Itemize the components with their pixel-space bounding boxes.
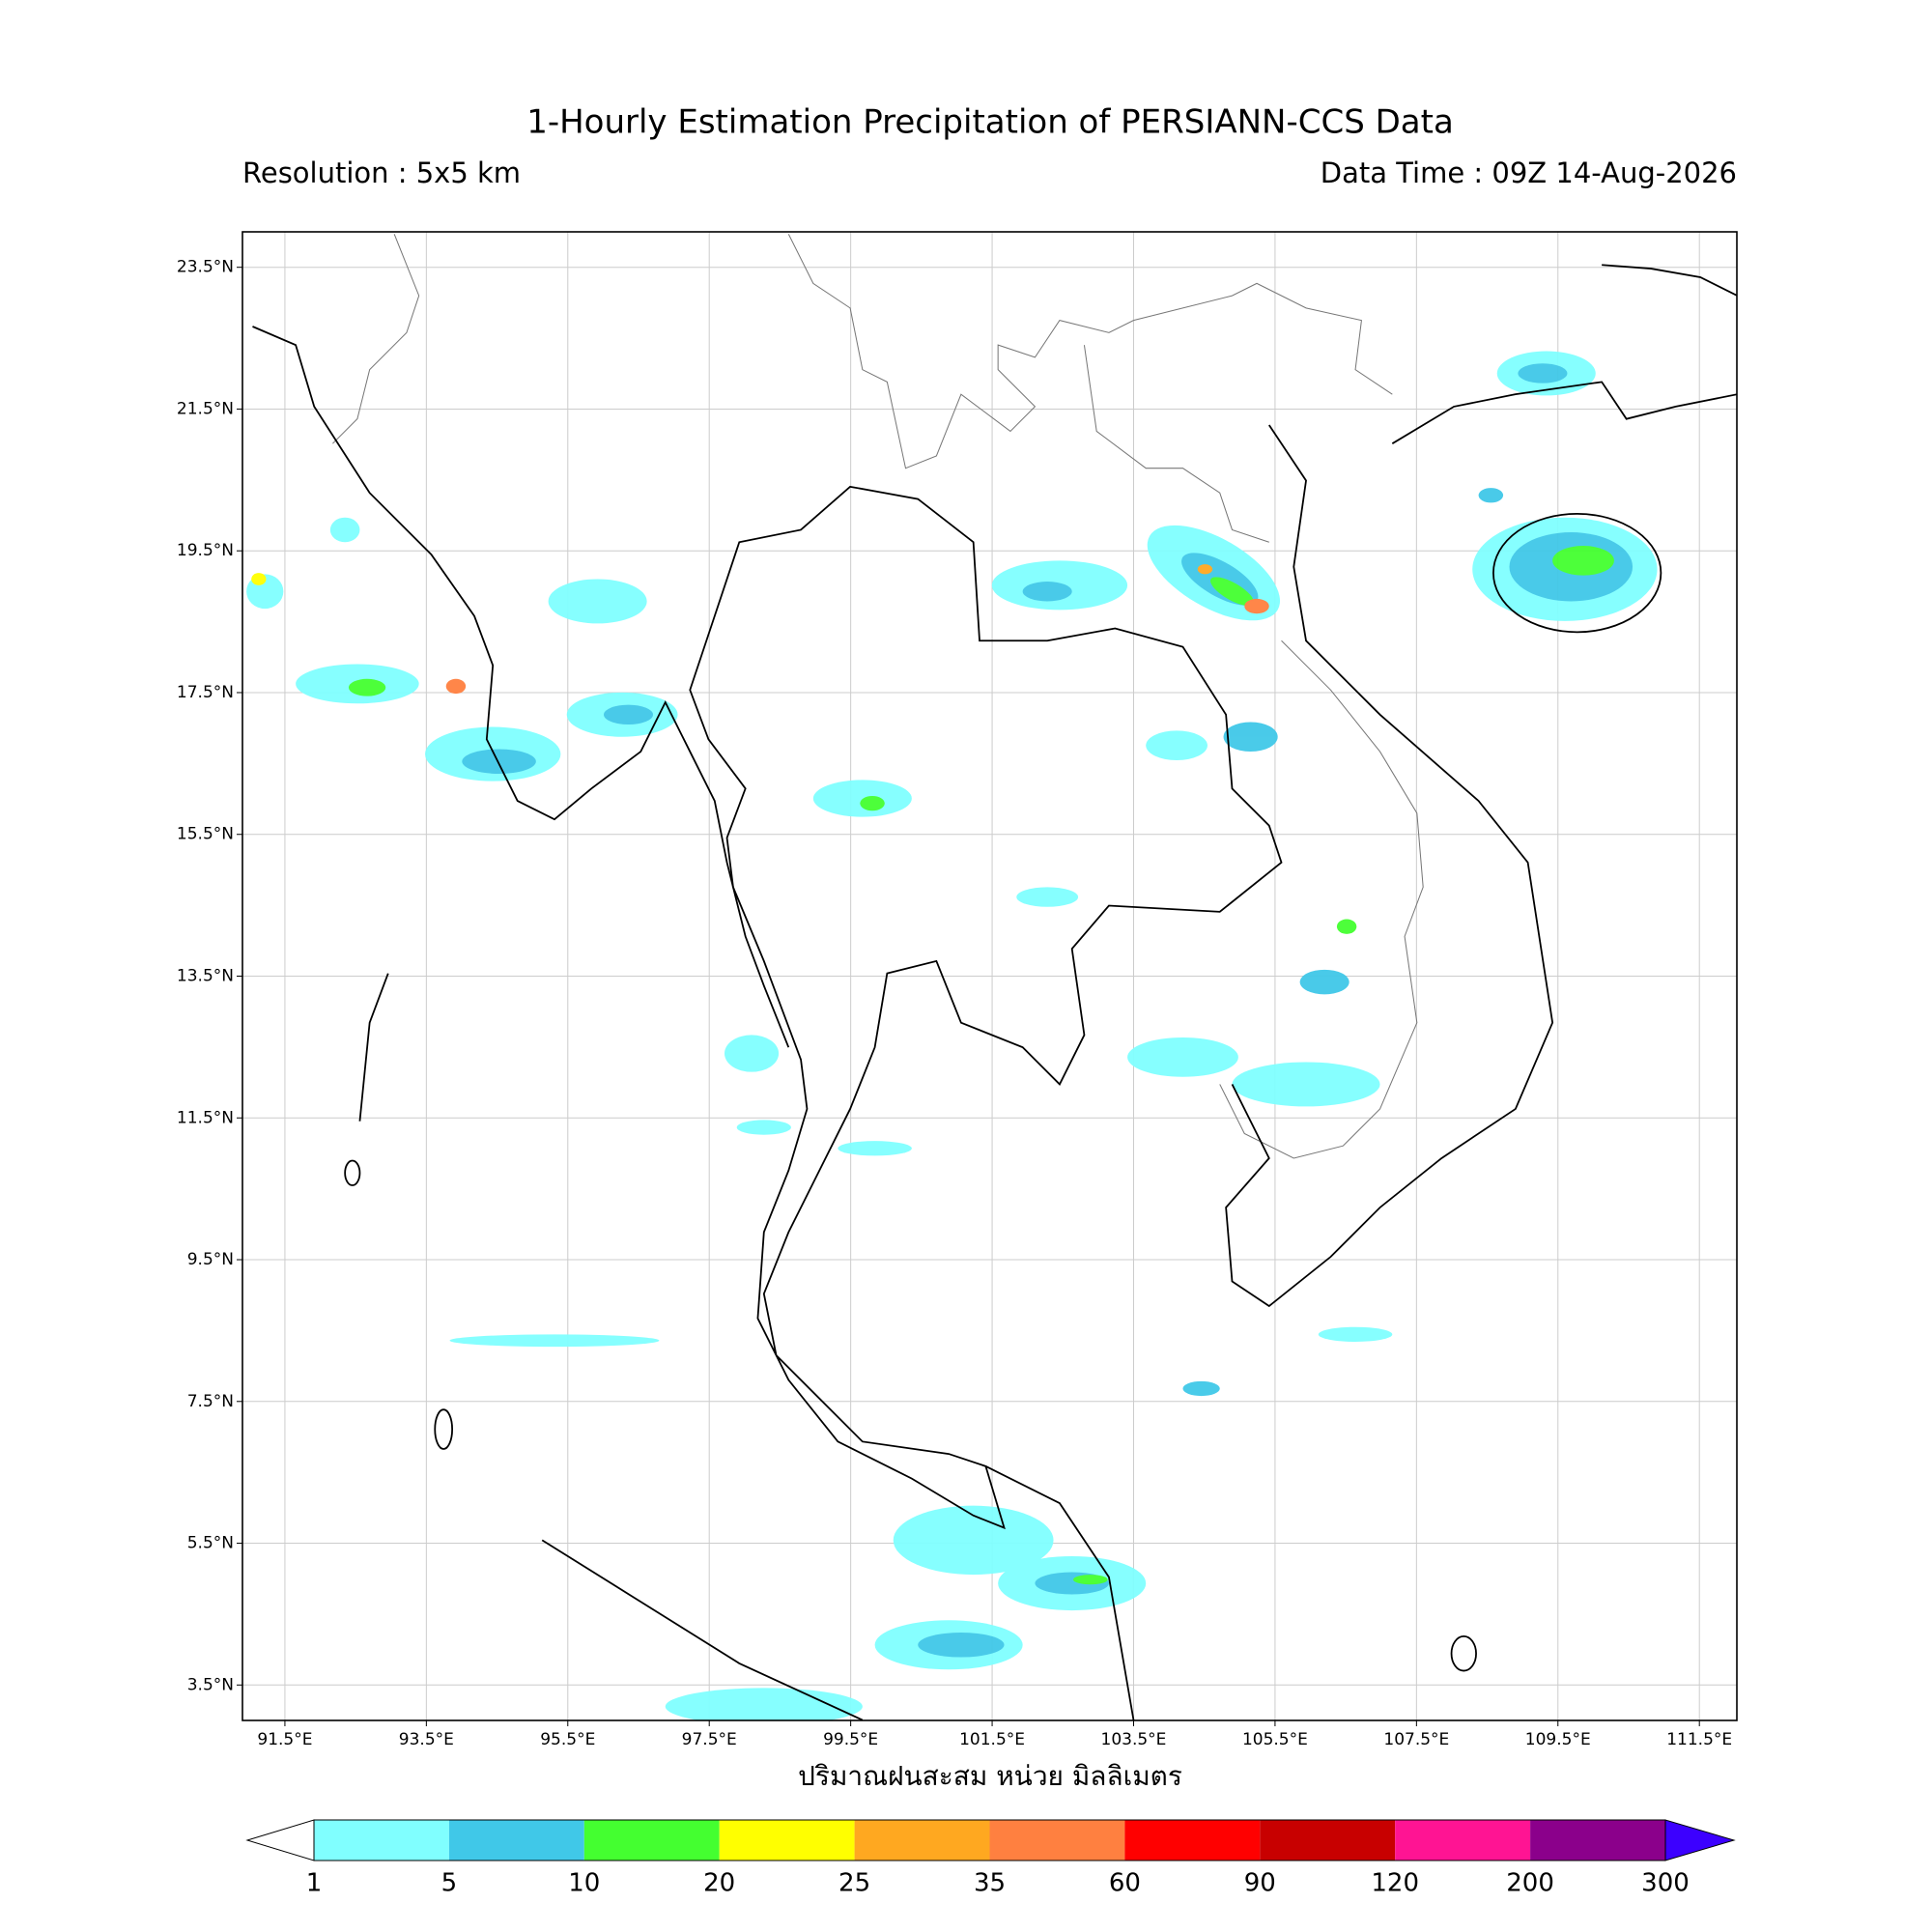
colorbar-under [245, 1819, 315, 1861]
x-tick-label: 101.5°E [959, 1730, 1025, 1749]
colorbar-tick-label: 25 [838, 1869, 870, 1898]
y-tick-label: 5.5°N [187, 1534, 234, 1553]
rain-areas [246, 351, 1658, 1720]
colorbar-segment [854, 1820, 990, 1861]
data-time: Data Time : 09Z 14-Aug-2026 [1321, 156, 1737, 189]
colorbar-tick-label: 300 [1641, 1869, 1690, 1898]
colorbar-tick-label: 120 [1371, 1869, 1419, 1898]
colorbar-tick-label: 5 [441, 1869, 458, 1898]
colorbar-segment [1530, 1820, 1665, 1861]
x-tick-label: 107.5°E [1383, 1730, 1449, 1749]
colorbar-segment [314, 1820, 449, 1861]
x-tick-label: 97.5°E [682, 1730, 737, 1749]
x-tick-label: 91.5°E [257, 1730, 312, 1749]
colorbar-over [1664, 1819, 1736, 1861]
y-tick-label: 3.5°N [187, 1675, 234, 1694]
colorbar-tick-label: 90 [1244, 1869, 1276, 1898]
colorbar-tick-label: 200 [1506, 1869, 1554, 1898]
y-tick-label: 15.5°N [177, 825, 234, 844]
colorbar-segment [1124, 1820, 1261, 1861]
borders [332, 234, 1424, 1159]
y-tick-label: 21.5°N [177, 399, 234, 418]
colorbar-segment [448, 1820, 584, 1861]
x-tick-label: 105.5°E [1242, 1730, 1308, 1749]
y-tick-label: 11.5°N [177, 1108, 234, 1127]
y-tick-label: 13.5°N [177, 967, 234, 986]
colorbar-tick-label: 60 [1109, 1869, 1141, 1898]
colorbar-segment [1260, 1820, 1396, 1861]
colorbar-segment [719, 1820, 855, 1861]
map-layers [246, 234, 1737, 1720]
x-tick-label: 93.5°E [399, 1730, 454, 1749]
colorbar-tick-label: 35 [974, 1869, 1006, 1898]
x-tick-label: 109.5°E [1525, 1730, 1591, 1749]
colorbar-outline [313, 1819, 1666, 1861]
colorbar-segment [1395, 1820, 1531, 1861]
title: 1-Hourly Estimation Precipitation of PER… [526, 103, 1454, 142]
x-tick-label: 99.5°E [823, 1730, 878, 1749]
resolution: Resolution : 5x5 km [242, 156, 521, 189]
colorbar-tick-label: 20 [703, 1869, 735, 1898]
colorbar-segment [989, 1820, 1125, 1861]
y-tick-label: 23.5°N [177, 258, 234, 277]
y-tick-label: 7.5°N [187, 1392, 234, 1411]
colorbar-segment [583, 1820, 720, 1861]
x-tick-label: 95.5°E [540, 1730, 595, 1749]
colorbar: 1 5 10 20 25 35 60 90 120 200 300 [245, 1819, 1736, 1898]
colorbar-tick-label: 10 [568, 1869, 600, 1898]
x-tick-label: 111.5°E [1666, 1730, 1732, 1749]
map-content [246, 234, 1737, 1720]
colorbar-label: ปริมาณฝนสะสม หน่วย มิลลิเมตร [798, 1760, 1182, 1792]
coastlines [252, 264, 1737, 1720]
x-tick-label: 103.5°E [1101, 1730, 1167, 1749]
y-tick-label: 17.5°N [177, 683, 234, 702]
y-tick-label: 19.5°N [177, 541, 234, 560]
colorbar-tick-label: 1 [306, 1869, 323, 1898]
y-tick-label: 9.5°N [187, 1250, 234, 1269]
grid [242, 232, 1737, 1720]
